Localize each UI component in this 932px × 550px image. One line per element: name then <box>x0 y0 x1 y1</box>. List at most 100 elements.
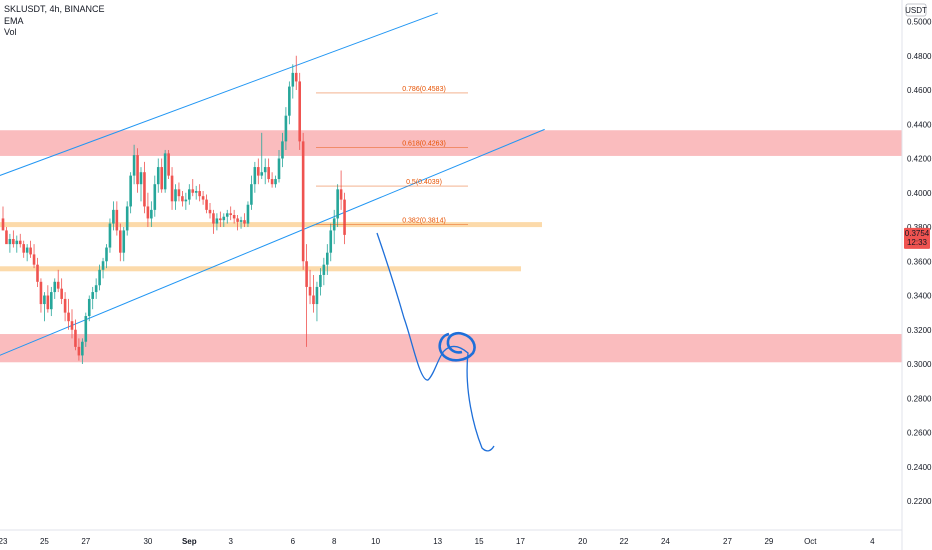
candle-88 <box>305 244 308 347</box>
candle-76 <box>263 158 267 185</box>
fib-label-3: 0.382(0.3814) <box>402 218 446 225</box>
candle-19 <box>67 298 70 330</box>
y-tick-1: 0.4800 <box>907 52 932 61</box>
x-tick-13: 22 <box>620 537 629 546</box>
candle-7 <box>25 244 29 262</box>
candle-92 <box>319 268 322 296</box>
candle-98 <box>339 170 343 210</box>
candle-65 <box>225 209 229 224</box>
candle-86 <box>298 72 301 150</box>
y-tick-11: 0.2800 <box>907 394 932 403</box>
x-tick-10: 15 <box>475 537 484 546</box>
level-1 <box>0 266 521 272</box>
y-tick-5: 0.4000 <box>907 189 932 198</box>
y-tick-4: 0.4200 <box>907 155 932 164</box>
candle-99 <box>343 192 346 245</box>
projection-drawing <box>376 232 495 452</box>
currency-label: USDT <box>905 6 927 15</box>
candle-22 <box>77 338 81 361</box>
candle-0 <box>1 206 5 231</box>
candle-41 <box>143 161 146 214</box>
candle-82 <box>284 107 288 150</box>
candle-30 <box>105 244 108 269</box>
y-tick-10: 0.3000 <box>907 360 932 369</box>
candle-37 <box>129 172 132 214</box>
fib-label-0: 0.786(0.4583) <box>402 86 446 93</box>
candle-57 <box>198 184 201 202</box>
candle-84 <box>291 64 295 99</box>
candle-15 <box>53 278 57 299</box>
candle-38 <box>132 144 136 185</box>
candle-47 <box>163 149 167 193</box>
projection-path <box>376 232 495 452</box>
candle-42 <box>146 192 150 227</box>
candle-26 <box>91 286 94 310</box>
candle-12 <box>43 292 46 322</box>
candle-69 <box>239 216 243 229</box>
trendlines[interactable] <box>0 12 545 356</box>
candle-56 <box>194 185 198 200</box>
candle-91 <box>315 281 319 322</box>
y-tick-3: 0.4400 <box>907 120 932 129</box>
x-tick-12: 20 <box>578 537 587 546</box>
horizontal-levels <box>0 222 542 272</box>
candle-51 <box>177 182 181 202</box>
candle-34 <box>119 223 122 262</box>
candle-71 <box>246 201 250 227</box>
x-tick-3: 30 <box>143 537 152 546</box>
candle-70 <box>243 213 246 227</box>
time-axis[interactable]: 23 25 27 30 Sep 3 6 8 10 13 15 17 20 22 24 27 29 Oct 4 <box>0 529 902 546</box>
candle-46 <box>160 158 163 193</box>
circle-marker <box>438 331 476 362</box>
candle-4 <box>15 235 19 253</box>
candle-31 <box>108 218 112 253</box>
y-tick-9: 0.3200 <box>907 326 932 335</box>
x-tick-4: Sep <box>182 537 197 546</box>
candle-28 <box>98 264 101 291</box>
candle-60 <box>208 203 212 219</box>
candle-39 <box>136 148 139 193</box>
symbol-title[interactable]: SKLUSDT, 4h, BINANCE <box>4 4 105 14</box>
candle-8 <box>29 240 32 258</box>
candle-89 <box>308 269 312 305</box>
candle-96 <box>332 209 336 245</box>
candle-33 <box>115 201 119 236</box>
candle-27 <box>94 278 98 299</box>
ema-indicator-label[interactable]: EMA <box>4 15 24 26</box>
x-tick-9: 13 <box>433 537 442 546</box>
y-tick-8: 0.3400 <box>907 292 932 301</box>
candle-59 <box>205 194 208 214</box>
candle-45 <box>156 158 160 193</box>
y-tick-13: 0.2400 <box>907 463 932 472</box>
candle-83 <box>288 81 291 125</box>
price-axis[interactable]: 0.5000 0.4800 0.4600 0.4400 0.4200 0.4000 0.38… <box>901 0 932 550</box>
candle-74 <box>257 158 260 185</box>
candle-49 <box>170 167 174 210</box>
x-tick-2: 27 <box>81 537 90 546</box>
candle-97 <box>336 184 339 227</box>
candle-35 <box>122 227 126 262</box>
candle-11 <box>39 278 43 313</box>
current-price-tag: 0.3754 12:33 <box>904 227 930 249</box>
candle-9 <box>32 244 36 269</box>
candle-68 <box>236 215 239 231</box>
candle-43 <box>150 201 153 227</box>
candle-94 <box>326 244 329 275</box>
candle-23 <box>81 338 84 364</box>
y-tick-2: 0.4600 <box>907 86 932 95</box>
candle-53 <box>184 192 188 210</box>
y-tick-14: 0.2200 <box>907 497 932 506</box>
x-tick-0: 23 <box>0 537 8 546</box>
candle-64 <box>222 213 226 227</box>
trendline-1[interactable] <box>0 128 545 356</box>
x-tick-1: 25 <box>40 537 49 546</box>
level-0 <box>0 222 542 228</box>
candle-73 <box>253 161 257 193</box>
volume-indicator-label[interactable]: Vol <box>4 27 17 37</box>
trendline-0[interactable] <box>0 12 438 176</box>
candle-87 <box>301 132 305 270</box>
candle-10 <box>36 257 39 287</box>
candle-24 <box>84 312 88 347</box>
